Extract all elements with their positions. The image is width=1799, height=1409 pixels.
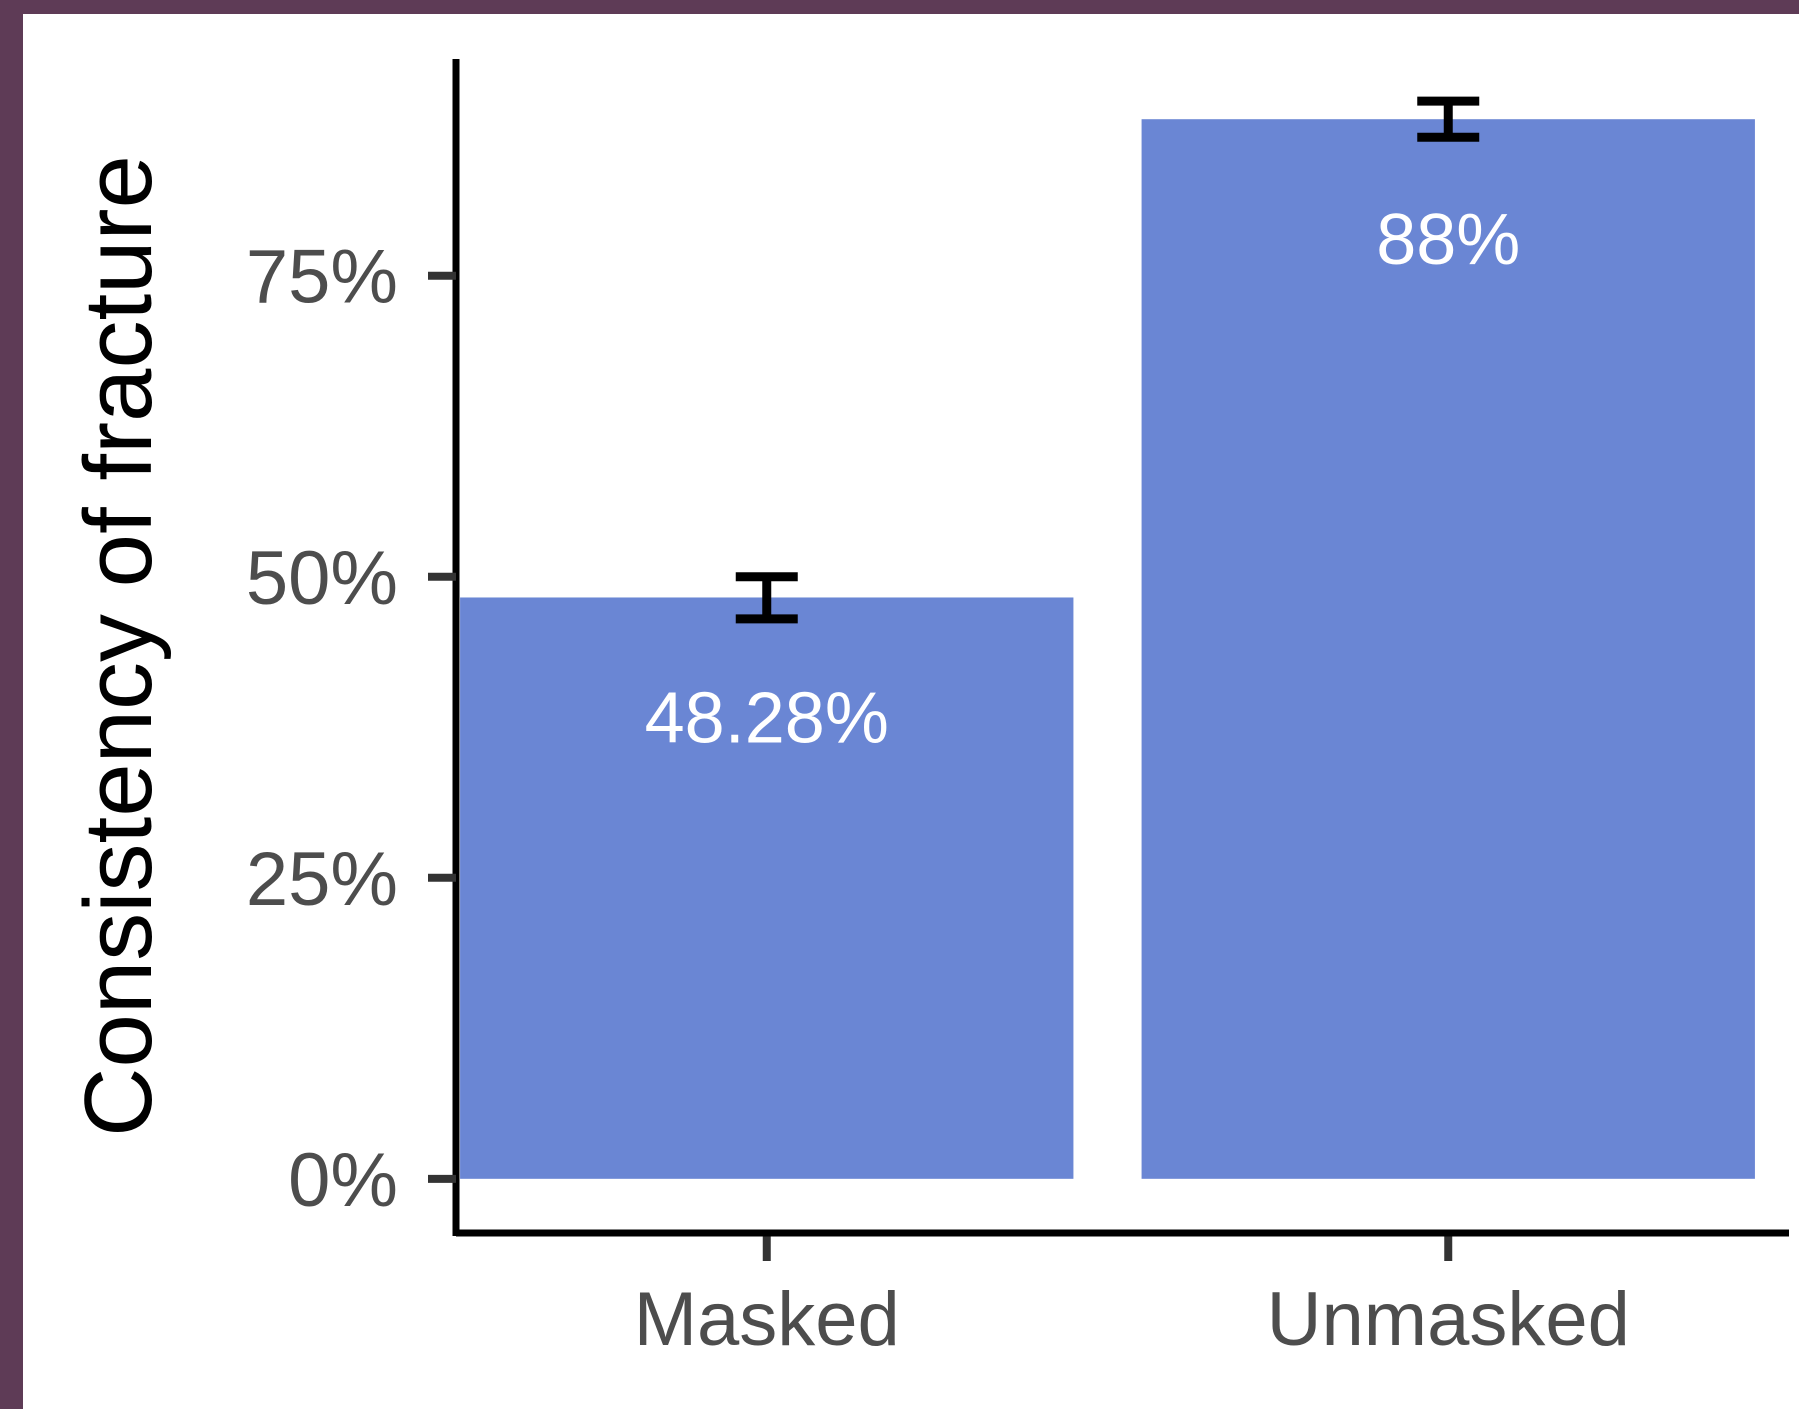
- x-axis: Masked Unmasked: [456, 1229, 1789, 1362]
- error-bar-unmasked: [1417, 96, 1480, 142]
- bar-chart: 48.28% 88% 0% 25% 50% 75% Masked Unmasked Con…: [65, 59, 1789, 1362]
- x-tick-label: Masked: [634, 1277, 900, 1362]
- y-tick-label: 0%: [288, 1138, 398, 1223]
- y-axis-title: Consistency of fracture: [65, 155, 172, 1137]
- bar-labels-layer: 48.28% 88%: [645, 200, 1521, 758]
- bar-unmasked: [1141, 119, 1755, 1179]
- y-tick-label: 25%: [246, 837, 398, 922]
- bar-value-label: 48.28%: [645, 678, 889, 758]
- y-tick-label: 50%: [246, 536, 398, 621]
- error-bars-layer: [735, 96, 1480, 624]
- chart-panel: 48.28% 88% 0% 25% 50% 75% Masked Unmasked Con…: [23, 14, 1799, 1409]
- y-tick-label: 75%: [246, 235, 398, 320]
- y-axis: 0% 25% 50% 75%: [246, 59, 460, 1236]
- bar-value-label: 88%: [1376, 200, 1520, 280]
- error-bar-masked: [735, 572, 798, 624]
- bars-layer: [460, 119, 1755, 1179]
- bar-masked: [460, 597, 1074, 1179]
- x-tick-label: Unmasked: [1267, 1277, 1630, 1362]
